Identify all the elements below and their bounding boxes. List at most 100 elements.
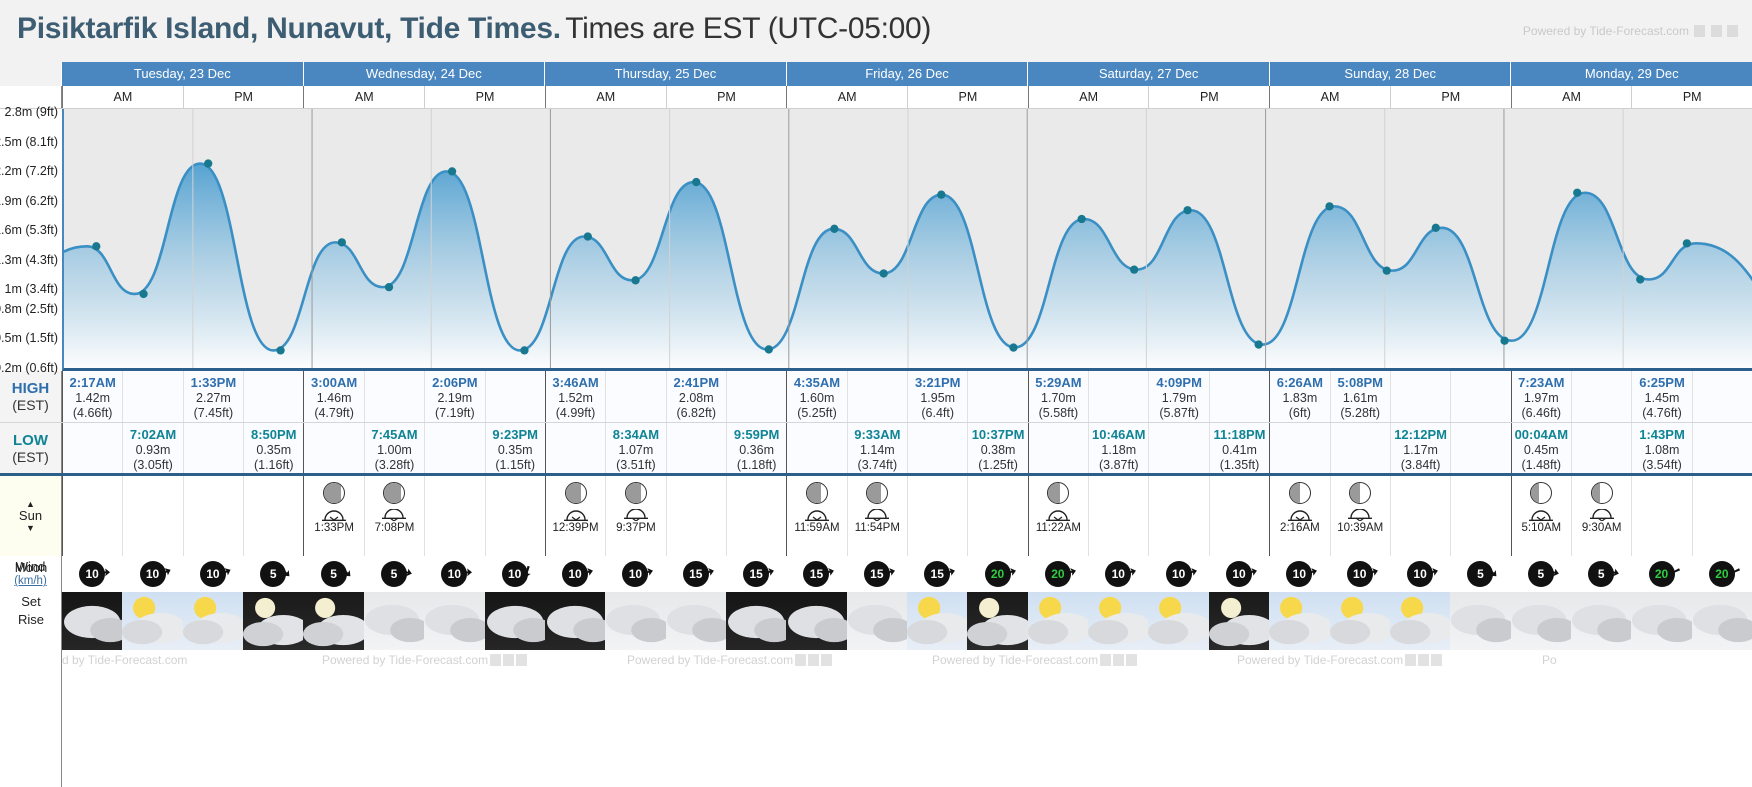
day-header-5: Sunday, 28 Dec <box>1268 62 1511 86</box>
low-tide-feet: (1.25ft) <box>978 458 1018 473</box>
low-tide-feet: (1.48ft) <box>1521 458 1562 473</box>
ampm-cell-8: AM <box>1027 86 1149 108</box>
sun-moon-cell-7 <box>484 476 545 557</box>
wind-speed-value: 15 <box>749 567 763 582</box>
high-tide-label-text: HIGH <box>11 379 50 397</box>
wind-unit-link[interactable]: (km/h) <box>14 575 47 588</box>
sun-down-triangle-icon: ▼ <box>26 522 35 533</box>
weather-icon <box>788 606 847 643</box>
weather-icon <box>486 606 545 643</box>
weather-icon-cell-2 <box>182 592 244 651</box>
weather-label-spacer <box>0 592 62 651</box>
low-tide-metres: 1.17m <box>1403 442 1438 457</box>
y-axis-tick-5: 1.3m (4.3ft) <box>0 252 58 267</box>
weather-icon <box>1389 597 1451 645</box>
low-tide-label-text: LOW <box>13 431 48 449</box>
high-tide-time: 3:46AM <box>552 375 599 390</box>
sun-moon-cell-0 <box>62 476 123 557</box>
wind-cell-3: 5 ➚ <box>243 556 304 593</box>
weather-row <box>0 592 1752 651</box>
wind-speed-value: 10 <box>447 567 461 582</box>
low-tide-feet: (3.54ft) <box>1642 458 1682 473</box>
sun-up-triangle-icon: ▲ <box>26 499 35 510</box>
sun-moon-cells: 1:33PM 7:08PM 12:39PM 9:37PM 11:59AM 11:54PM 1… <box>62 476 1752 557</box>
wind-cell-10: 15 ➚ <box>665 556 726 593</box>
wind-cell-15: 20 ➚ <box>967 556 1028 593</box>
moon-phase-icon <box>1530 482 1553 505</box>
moonrise-arc-icon <box>563 509 589 522</box>
moon-phase-icon <box>805 482 828 505</box>
day-header-2: Thursday, 25 Dec <box>544 62 786 86</box>
wind-direction-arrow-icon: ➚ <box>395 562 417 583</box>
high-tide-metres: 1.79m <box>1161 390 1197 405</box>
weather-icon <box>182 597 244 645</box>
high-tide-feet: (7.45ft) <box>193 406 234 421</box>
moon-phase-icon <box>624 482 647 505</box>
wind-cell-21: 10 ➚ <box>1329 556 1390 593</box>
wind-speed-badge: 10 ➚ <box>79 561 115 588</box>
moonset-arc-icon <box>623 509 649 522</box>
watermark-text: Powered by Tide-Forecast.com <box>322 653 489 668</box>
y-axis-tick-7: 0.8m (2.5ft) <box>0 301 58 316</box>
high-tide-cell-3 <box>243 371 304 422</box>
ampm-cell-4: AM <box>544 86 666 108</box>
wind-label-text: Wind <box>15 559 46 575</box>
wind-speed-value: 10 <box>1353 567 1367 582</box>
watermark-text: Powered by Tide-Forecast.com <box>932 653 1099 668</box>
high-tide-feet: (5.58ft) <box>1038 406 1079 421</box>
low-tide-time: 11:18PM <box>1213 427 1266 442</box>
weather-icon <box>303 598 364 647</box>
low-tide-cell-20 <box>1269 423 1330 474</box>
high-tide-time: 6:26AM <box>1276 375 1323 390</box>
high-tide-cell-23 <box>1450 371 1511 422</box>
moonrise-arc-icon <box>1045 509 1071 522</box>
ampm-cell-6: AM <box>786 86 907 108</box>
wind-speed-badge: 10 ➚ <box>441 561 477 588</box>
wind-speed-value: 10 <box>1232 567 1246 582</box>
wind-cell-17: 10 ➚ <box>1088 556 1149 593</box>
low-tide-metres: 1.07m <box>618 442 654 457</box>
moonrise-arc-icon <box>1287 509 1313 522</box>
ampm-cell-9: PM <box>1148 86 1269 108</box>
watermark-text: Powered by Tide-Forecast.com <box>1237 653 1404 668</box>
logo-square-icon <box>808 654 820 667</box>
logo-square-icon <box>1405 654 1417 667</box>
moon-event-time: 11:59AM <box>794 522 840 535</box>
wind-speed-badge: 5 ➚ <box>260 561 294 588</box>
wind-speed-value: 20 <box>1715 567 1729 582</box>
logo-square-icon <box>1126 654 1138 667</box>
weather-icon-cell-15 <box>967 592 1028 651</box>
low-tide-metres: 1.08m <box>1644 442 1680 457</box>
high-tide-cell-1 <box>122 371 183 422</box>
high-tide-feet: (5.28ft) <box>1340 406 1381 421</box>
ampm-cell-11: PM <box>1389 86 1511 108</box>
sun-moon-cell-12: 11:59AM <box>786 476 847 557</box>
wind-speed-badge: 5 ➚ <box>1527 561 1563 588</box>
high-tide-metres: 2.27m <box>196 390 231 405</box>
sun-moon-cell-15 <box>967 476 1028 557</box>
high-tide-cell-11 <box>725 371 787 422</box>
high-tide-label: HIGH (EST) <box>0 371 62 422</box>
wind-speed-value: 5 <box>1597 567 1605 582</box>
day-header-6: Monday, 29 Dec <box>1510 62 1752 86</box>
wind-speed-value: 10 <box>85 567 99 582</box>
ampm-cell-13: PM <box>1631 86 1752 108</box>
y-axis-tick-1: 2.5m (8.1ft) <box>0 134 58 149</box>
low-tide-cell-1: 7:02AM 0.93m (3.05ft) <box>122 423 183 474</box>
wind-direction-arrow-icon: ➚ <box>276 566 294 579</box>
wind-cell-19: 10 ➚ <box>1208 556 1270 593</box>
tide-marker-layer <box>92 109 1692 368</box>
high-tide-time: 2:41PM <box>673 375 720 390</box>
wind-row: Wind (km/h) 10 ➚ 10 ➚ 10 ➚ 5 ➚ 5 ➚ 5 ➚ 10 ➚ 10 ➚ 10 ➚ 10 ➚ 1… <box>0 556 1752 593</box>
wind-cell-5: 5 ➚ <box>363 556 425 593</box>
y-axis-tick-0: 2.8m (9ft) <box>4 105 59 119</box>
weather-icon <box>64 606 123 643</box>
wind-speed-value: 10 <box>1171 567 1186 582</box>
logo-square-icon <box>1694 25 1706 37</box>
high-tide-cell-19 <box>1208 371 1270 422</box>
high-tide-time: 3:00AM <box>310 375 358 390</box>
moon-event-time: 11:54PM <box>854 522 900 535</box>
watermark-text: Powered by Tide-Forecast.com <box>627 653 794 668</box>
wind-speed-value: 10 <box>1413 567 1427 582</box>
sun-moon-cell-10 <box>665 476 726 557</box>
